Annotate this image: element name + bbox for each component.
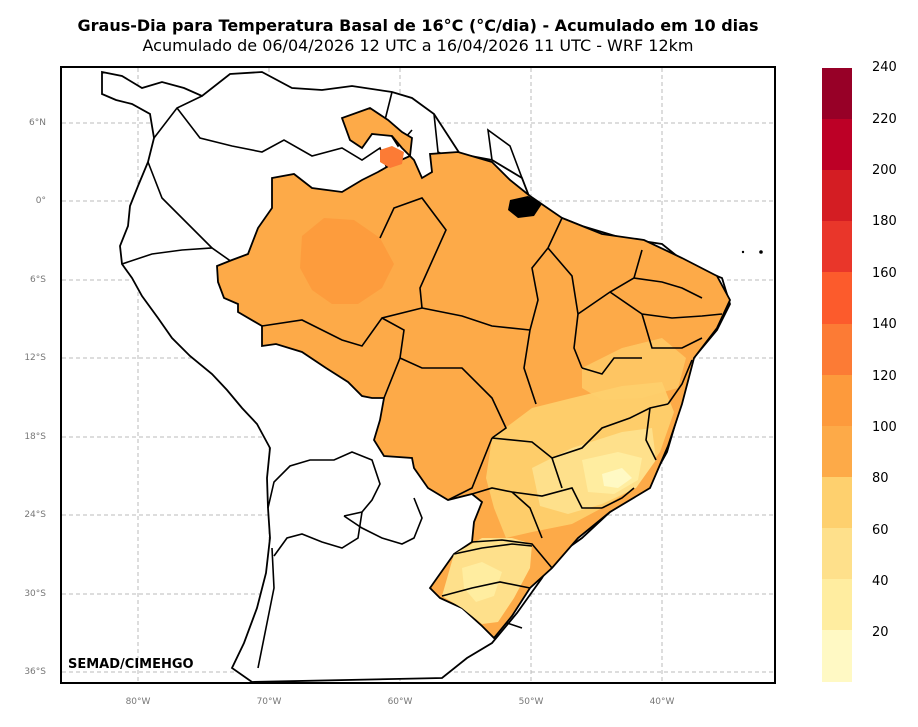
lat-label: 6°S bbox=[30, 275, 46, 285]
colorbar-tick: 220 bbox=[872, 112, 897, 127]
south-lowest-field bbox=[462, 562, 502, 602]
colorbar-tick: 40 bbox=[872, 574, 889, 589]
lat-label: 0° bbox=[35, 196, 46, 206]
lat-label: 36°S bbox=[24, 667, 46, 677]
lon-label: 70°W bbox=[256, 697, 282, 707]
colorbar-segment bbox=[822, 426, 852, 478]
colorbar-tick: 60 bbox=[872, 523, 889, 538]
lat-label: 30°S bbox=[24, 589, 46, 599]
colorbar-tick: 80 bbox=[872, 471, 889, 486]
colorbar-tick: 100 bbox=[872, 420, 897, 435]
lat-label: 12°S bbox=[24, 353, 46, 363]
fernando-de-noronha bbox=[759, 250, 763, 254]
lat-label: 6°N bbox=[29, 118, 46, 128]
colorbar-segment bbox=[822, 375, 852, 427]
lon-label: 50°W bbox=[518, 697, 544, 707]
amazon-high-field bbox=[300, 218, 394, 304]
lon-label: 60°W bbox=[387, 697, 413, 707]
lon-label: 40°W bbox=[649, 697, 675, 707]
colorbar-tick: 140 bbox=[872, 317, 897, 332]
colorbar-segment bbox=[822, 579, 852, 631]
colorbar-segment bbox=[822, 221, 852, 273]
colorbar-segment bbox=[822, 477, 852, 529]
northeast-mid-field bbox=[582, 338, 686, 400]
amazon-mouth-islands bbox=[508, 196, 542, 218]
colorbar-tick: 240 bbox=[872, 60, 897, 75]
lat-label: 24°S bbox=[24, 510, 46, 520]
map-credit: SEMAD/CIMEHGO bbox=[68, 657, 194, 672]
colorbar-tick: 160 bbox=[872, 266, 897, 281]
colorbar-tick: 200 bbox=[872, 163, 897, 178]
minas-lowest-field bbox=[602, 468, 632, 488]
roraima-peak-field bbox=[380, 146, 404, 168]
lon-label: 80°W bbox=[125, 697, 151, 707]
colorbar-segment bbox=[822, 324, 852, 376]
atol-das-rocas bbox=[741, 250, 745, 254]
colorbar-segment bbox=[822, 68, 852, 120]
map-title: Graus-Dia para Temperatura Basal de 16°C… bbox=[77, 16, 759, 35]
colorbar-tick: 20 bbox=[872, 625, 889, 640]
map-canvas bbox=[62, 68, 774, 682]
colorbar bbox=[822, 68, 852, 682]
colorbar-tick: 180 bbox=[872, 214, 897, 229]
colorbar-segment bbox=[822, 119, 852, 171]
colorbar-segment bbox=[822, 528, 852, 580]
state-borders bbox=[261, 197, 723, 597]
lat-label: 18°S bbox=[24, 432, 46, 442]
colorbar-segment bbox=[822, 170, 852, 222]
colorbar-tick: 120 bbox=[872, 369, 897, 384]
map-frame bbox=[60, 66, 776, 684]
colorbar-segment bbox=[822, 272, 852, 324]
colorbar-segment bbox=[822, 630, 852, 682]
map-subtitle: Acumulado de 06/04/2026 12 UTC a 16/04/2… bbox=[142, 36, 694, 55]
